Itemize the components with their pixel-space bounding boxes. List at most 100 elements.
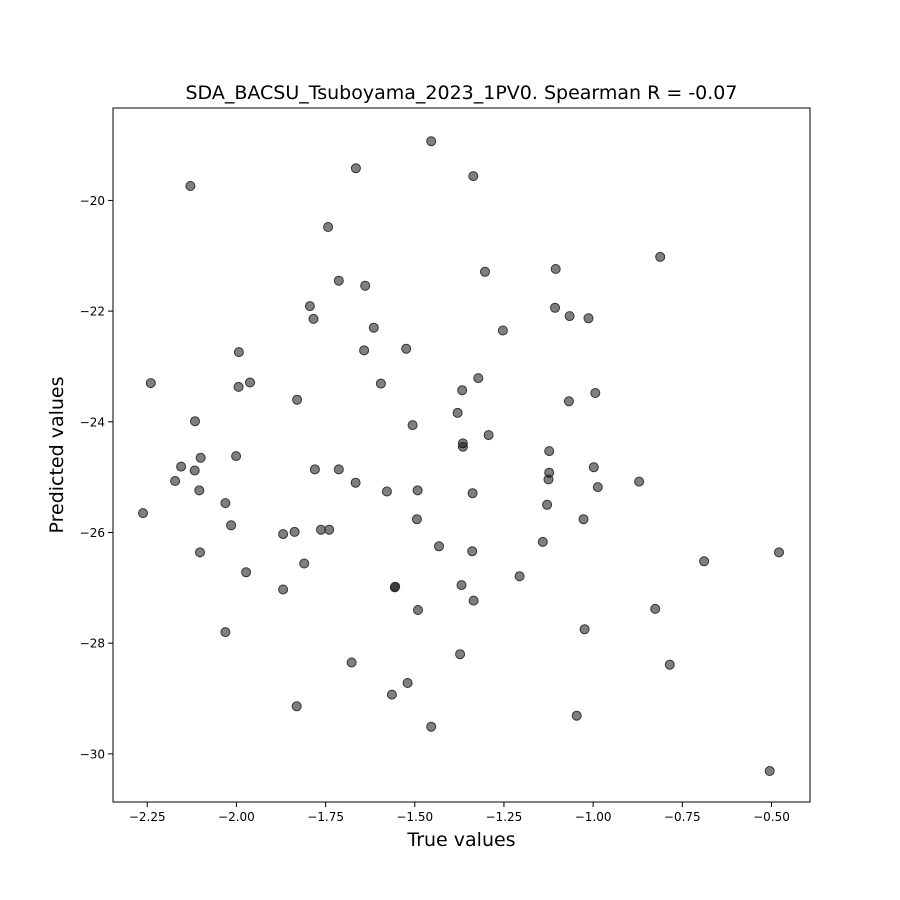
- data-point: [564, 311, 575, 322]
- data-point: [278, 584, 289, 595]
- data-point: [537, 536, 548, 547]
- data-point: [473, 373, 484, 384]
- data-point: [308, 313, 319, 324]
- y-tick-label: −28: [80, 637, 105, 651]
- data-point: [350, 477, 361, 488]
- data-point: [467, 488, 478, 499]
- data-point: [185, 181, 196, 191]
- data-point: [299, 558, 310, 569]
- data-point: [699, 556, 710, 567]
- data-point: [411, 514, 422, 525]
- data-point: [333, 275, 344, 286]
- x-axis-ticks: −2.25 −2.00 −1.75 −1.50 −1.25 −1.00 −0.75 −0.50: [129, 802, 790, 824]
- y-tick-label: −26: [80, 526, 105, 540]
- y-tick-label: −22: [80, 305, 105, 319]
- data-point: [245, 377, 255, 388]
- data-point: [231, 451, 242, 462]
- data-point: [571, 710, 582, 721]
- data-point: [324, 524, 335, 535]
- data-point: [195, 547, 205, 558]
- data-points: [138, 136, 784, 776]
- x-tick-label: −1.00: [575, 810, 612, 824]
- data-point: [220, 627, 231, 638]
- x-tick-label: −2.25: [129, 810, 166, 824]
- data-point: [468, 171, 479, 182]
- data-point: [578, 514, 589, 525]
- data-point: [176, 461, 187, 472]
- data-point: [389, 582, 400, 593]
- data-point: [544, 446, 555, 457]
- data-point: [583, 313, 594, 324]
- data-point: [170, 476, 181, 486]
- y-axis-ticks: −20 −22 −24 −26 −28 −30: [80, 194, 113, 761]
- data-point: [233, 381, 244, 392]
- data-point: [368, 322, 379, 333]
- data-point: [563, 396, 574, 407]
- x-tick-label: −1.75: [307, 810, 344, 824]
- x-tick-label: −1.25: [486, 810, 523, 824]
- data-point: [550, 264, 561, 274]
- data-point: [360, 280, 371, 291]
- data-point: [402, 678, 413, 688]
- data-point: [407, 420, 418, 431]
- data-point: [650, 603, 661, 614]
- data-point: [233, 347, 244, 358]
- data-point: [375, 378, 386, 389]
- data-point: [456, 580, 467, 591]
- data-point: [309, 464, 320, 475]
- data-point: [426, 136, 437, 147]
- data-point: [359, 345, 370, 356]
- plot-frame: [112, 107, 811, 803]
- y-tick-label: −20: [80, 194, 105, 208]
- data-point: [350, 163, 361, 174]
- y-tick-label: −24: [80, 415, 105, 429]
- data-point: [413, 605, 423, 615]
- data-point: [241, 567, 252, 578]
- data-point: [381, 486, 392, 497]
- data-point: [592, 482, 603, 493]
- y-axis-label: Predicted values: [46, 376, 68, 533]
- data-point: [323, 222, 334, 232]
- data-point: [455, 649, 466, 660]
- data-point: [514, 571, 525, 582]
- x-axis-label: True values: [406, 829, 515, 851]
- data-point: [138, 508, 148, 519]
- data-point: [189, 465, 200, 476]
- data-point: [291, 701, 302, 712]
- data-point: [278, 529, 289, 540]
- y-tick-label: −30: [80, 747, 105, 761]
- data-point: [434, 541, 444, 552]
- data-point: [588, 462, 599, 473]
- chart-title: SDA_BACSU_Tsuboyama_2023_1PV0. Spearman …: [185, 82, 737, 104]
- data-point: [764, 766, 775, 776]
- x-tick-label: −0.75: [664, 810, 701, 824]
- data-point: [483, 430, 494, 441]
- data-point: [542, 499, 553, 510]
- data-point: [190, 416, 200, 427]
- data-point: [346, 657, 357, 668]
- data-point: [468, 595, 479, 606]
- data-point: [457, 385, 468, 396]
- data-point: [579, 624, 590, 635]
- data-point: [426, 721, 437, 732]
- data-point: [401, 343, 412, 354]
- data-point: [543, 474, 554, 485]
- data-point: [226, 520, 237, 531]
- data-point: [497, 325, 508, 336]
- data-point: [590, 388, 601, 398]
- data-point: [480, 266, 490, 277]
- data-point: [220, 498, 231, 509]
- data-point: [774, 547, 784, 558]
- data-point: [194, 485, 205, 496]
- data-point: [664, 659, 675, 670]
- data-point: [634, 476, 645, 487]
- data-point: [457, 441, 468, 452]
- x-tick-label: −1.50: [396, 810, 433, 824]
- data-point: [655, 251, 666, 262]
- data-point: [550, 302, 560, 313]
- data-point: [467, 546, 478, 557]
- x-tick-label: −2.00: [218, 810, 255, 824]
- data-point: [452, 407, 463, 418]
